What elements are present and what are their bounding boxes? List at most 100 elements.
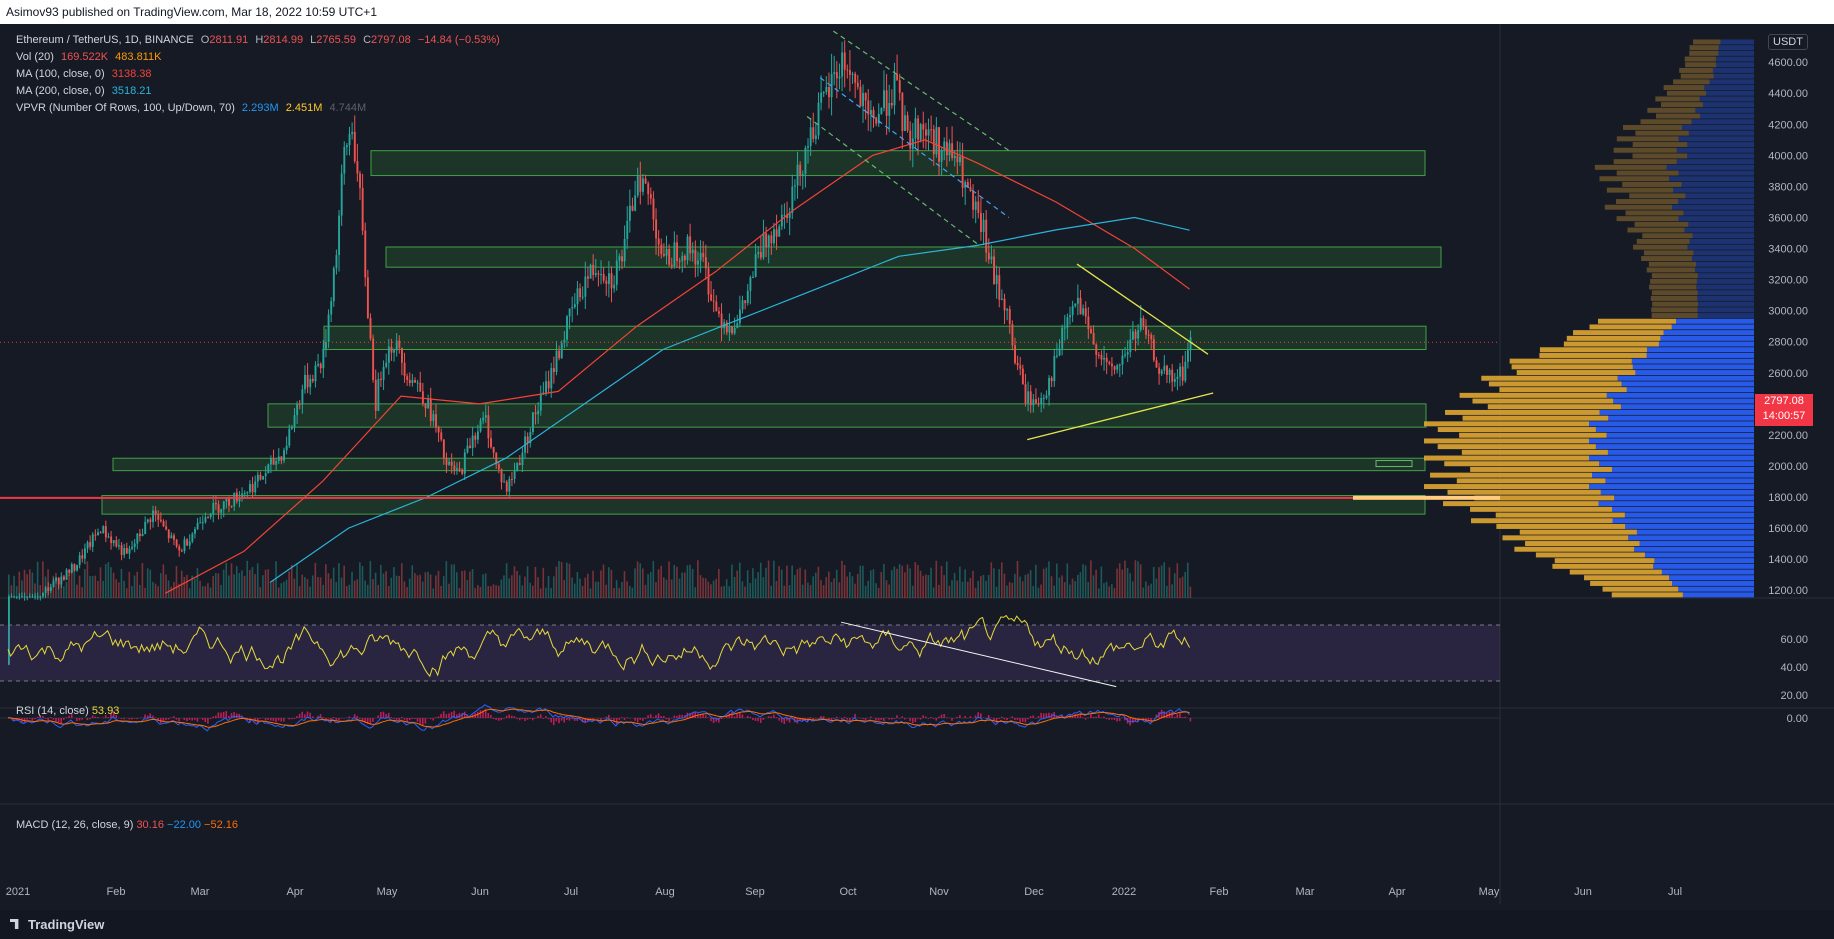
- volume-bar: [31, 572, 34, 598]
- volume-bar: [966, 581, 969, 598]
- macd-histogram-bar: [416, 718, 419, 722]
- macd-histogram-bar: [775, 717, 778, 718]
- macd-histogram-bar: [678, 714, 681, 718]
- macd-histogram-bar: [964, 715, 966, 718]
- macd-histogram-bar: [1011, 716, 1014, 718]
- candle-body: [162, 521, 165, 527]
- macd-histogram-bar: [175, 718, 178, 720]
- ma200-value: 3518.21: [111, 85, 152, 97]
- candle-body: [980, 212, 982, 232]
- candle-body: [15, 596, 18, 598]
- macd-histogram-bar: [660, 716, 662, 718]
- ma100-label: MA (100, close, 0): [16, 68, 105, 80]
- macd-histogram-bar: [1134, 718, 1137, 722]
- macd-histogram-bar: [1150, 718, 1152, 723]
- candle-body: [110, 536, 113, 544]
- candle-body: [416, 382, 419, 384]
- volume-bar: [618, 588, 621, 598]
- candle-body: [78, 555, 81, 566]
- volume-bar: [1061, 575, 1063, 598]
- candle-body: [448, 461, 451, 465]
- candle-body: [1181, 366, 1184, 381]
- candle-body: [676, 242, 678, 261]
- volume-bar: [497, 585, 500, 598]
- vpvr-down-bar: [1519, 529, 1637, 535]
- candle-body: [13, 596, 16, 598]
- candle-body: [1097, 354, 1100, 356]
- volume-bar: [285, 579, 288, 598]
- candle-body: [919, 124, 922, 140]
- vpvr-up-bar: [1712, 67, 1754, 73]
- volume-bar: [1048, 561, 1050, 598]
- volume-bar: [1042, 568, 1045, 598]
- candle-body: [741, 300, 744, 310]
- macd-histogram-bar: [1155, 714, 1158, 718]
- volume-bar: [783, 585, 786, 598]
- macd-histogram-bar: [204, 718, 207, 723]
- macd-histogram-bar: [304, 714, 306, 718]
- macd-histogram-bar: [990, 717, 993, 718]
- candle-body: [825, 86, 828, 93]
- candle-body: [631, 205, 634, 211]
- vpvr-down-bar: [1635, 130, 1689, 136]
- macd-histogram-bar: [532, 718, 534, 721]
- candle-body: [623, 238, 626, 262]
- vpvr-up-bar: [1654, 558, 1754, 564]
- candle-body: [786, 214, 789, 219]
- candle-body: [251, 484, 254, 493]
- candle-body: [987, 252, 990, 260]
- macd-line: [7, 704, 1190, 732]
- macd-histogram-bar: [264, 718, 267, 721]
- volume-bar: [974, 587, 977, 598]
- candle-body: [403, 362, 406, 377]
- candle-body: [566, 316, 568, 340]
- volume-bar: [655, 581, 657, 598]
- candle-body: [780, 214, 783, 227]
- candle-body: [998, 275, 1001, 300]
- macd-histogram-bar: [673, 715, 676, 718]
- macd-histogram-bar: [639, 718, 642, 720]
- candle-body: [560, 343, 563, 359]
- vpvr-up-bar: [1695, 107, 1754, 113]
- candle-body: [893, 74, 896, 106]
- volume-bar: [1040, 584, 1042, 598]
- macd-histogram-bar: [47, 718, 49, 721]
- macd-histogram-bar: [911, 718, 914, 724]
- macd-histogram-bar: [1074, 714, 1076, 718]
- candle-body: [97, 532, 99, 536]
- macd-histogram-bar: [626, 717, 628, 718]
- time-axis-label: Feb: [1210, 886, 1229, 898]
- candle-body: [573, 304, 576, 308]
- volume-bar: [348, 584, 351, 598]
- volume-bar: [222, 569, 225, 598]
- macd-histogram-bar: [149, 713, 152, 718]
- candle-body: [1074, 303, 1077, 307]
- vpvr-down-bar: [1445, 409, 1600, 415]
- candle-body: [238, 498, 241, 502]
- macd-histogram-bar: [893, 718, 896, 719]
- volume-bar: [191, 575, 193, 598]
- candle-body: [1032, 399, 1035, 406]
- macd-histogram-bar: [115, 715, 118, 718]
- vpvr-down-bar: [1623, 124, 1682, 130]
- volume-bar: [945, 561, 948, 598]
- currency-button[interactable]: USDT: [1768, 34, 1808, 50]
- macd-histogram-bar: [186, 718, 188, 722]
- rsi-axis-label: 20.00: [1780, 690, 1808, 702]
- volume-bar: [374, 572, 377, 598]
- candle-body: [8, 596, 10, 665]
- candle-body: [469, 445, 472, 448]
- vpvr-down-bar: [1535, 552, 1645, 558]
- macd-histogram-bar: [846, 718, 848, 720]
- volume-bar: [10, 585, 13, 598]
- vpvr-up-bar: [1599, 409, 1754, 415]
- macd-histogram-bar: [843, 716, 846, 718]
- chart-area[interactable]: 1200.001400.001600.001800.002000.002200.…: [0, 24, 1834, 910]
- volume-bar: [547, 575, 550, 598]
- candle-body: [663, 253, 665, 256]
- brand-label[interactable]: TradingView: [10, 917, 104, 932]
- candle-body: [513, 470, 516, 479]
- candle-body: [1006, 309, 1009, 311]
- volume-bar: [1113, 588, 1116, 598]
- macd-histogram-bar: [613, 718, 615, 722]
